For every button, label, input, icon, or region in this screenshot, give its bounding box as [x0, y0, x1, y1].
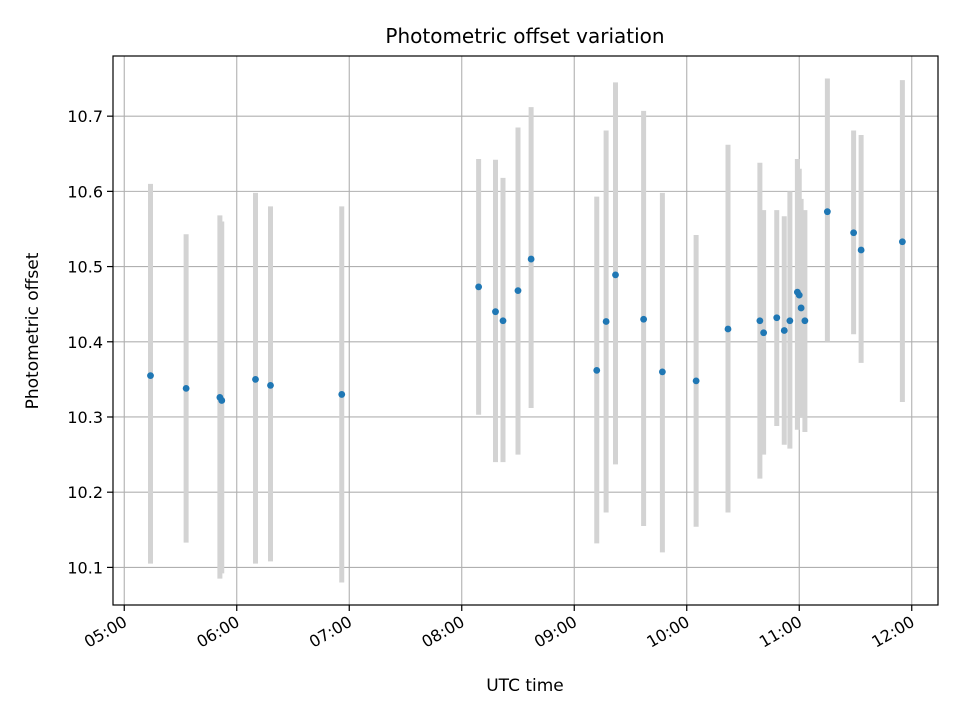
y-axis-ticks: 10.1 10.2 10.3 10.4 10.5 10.6 10.7 — [67, 107, 113, 577]
data-point — [593, 366, 601, 374]
data-point — [602, 318, 610, 325]
x-tick-label: 12:00 — [868, 612, 917, 652]
y-axis-label: Photometric offset — [23, 252, 43, 409]
chart-title: Photometric offset variation — [385, 24, 664, 48]
data-point — [612, 271, 619, 279]
x-tick-label: 08:00 — [418, 612, 467, 652]
x-tick-label: 10:00 — [643, 612, 692, 652]
y-tick-label: 10.2 — [67, 483, 103, 502]
data-point — [797, 304, 805, 312]
data-point — [218, 397, 226, 404]
data-point — [182, 385, 190, 392]
data-point — [640, 315, 648, 323]
data-points — [147, 208, 906, 404]
data-point — [658, 368, 666, 376]
data-point — [499, 317, 507, 325]
y-tick-label: 10.4 — [67, 333, 103, 352]
x-axis-ticks: 05:00 06:00 07:00 08:00 09:00 10:00 11:00 12:00 — [81, 605, 918, 652]
data-point — [147, 372, 154, 380]
data-point — [850, 229, 858, 237]
data-point — [786, 317, 794, 325]
y-tick-label: 10.1 — [67, 558, 103, 577]
data-point — [760, 329, 768, 337]
data-point — [823, 208, 831, 216]
data-point — [492, 308, 499, 316]
x-tick-label: 09:00 — [531, 612, 580, 652]
data-point — [773, 314, 781, 322]
x-tick-label: 06:00 — [193, 612, 242, 652]
data-point — [692, 377, 700, 385]
y-tick-label: 10.7 — [67, 107, 103, 126]
data-point — [795, 291, 803, 299]
data-point — [898, 238, 906, 246]
data-point — [756, 317, 764, 325]
x-tick-label: 05:00 — [81, 612, 130, 652]
grid-lines — [113, 56, 938, 605]
y-tick-label: 10.6 — [67, 182, 103, 201]
x-axis-label: UTC time — [486, 676, 564, 696]
plot-frame — [112, 55, 939, 606]
data-point — [857, 246, 865, 254]
data-point — [780, 327, 788, 334]
data-point — [267, 382, 274, 389]
data-point — [724, 325, 732, 333]
data-point — [252, 375, 259, 383]
data-point — [338, 391, 346, 398]
data-point — [514, 287, 522, 295]
x-tick-label: 07:00 — [306, 612, 355, 652]
x-tick-label: 11:00 — [756, 612, 805, 652]
data-point — [801, 317, 809, 325]
y-tick-label: 10.5 — [67, 258, 103, 277]
error-bars — [148, 78, 905, 583]
data-point — [527, 255, 535, 263]
data-point — [475, 283, 483, 291]
y-tick-label: 10.3 — [67, 408, 103, 427]
